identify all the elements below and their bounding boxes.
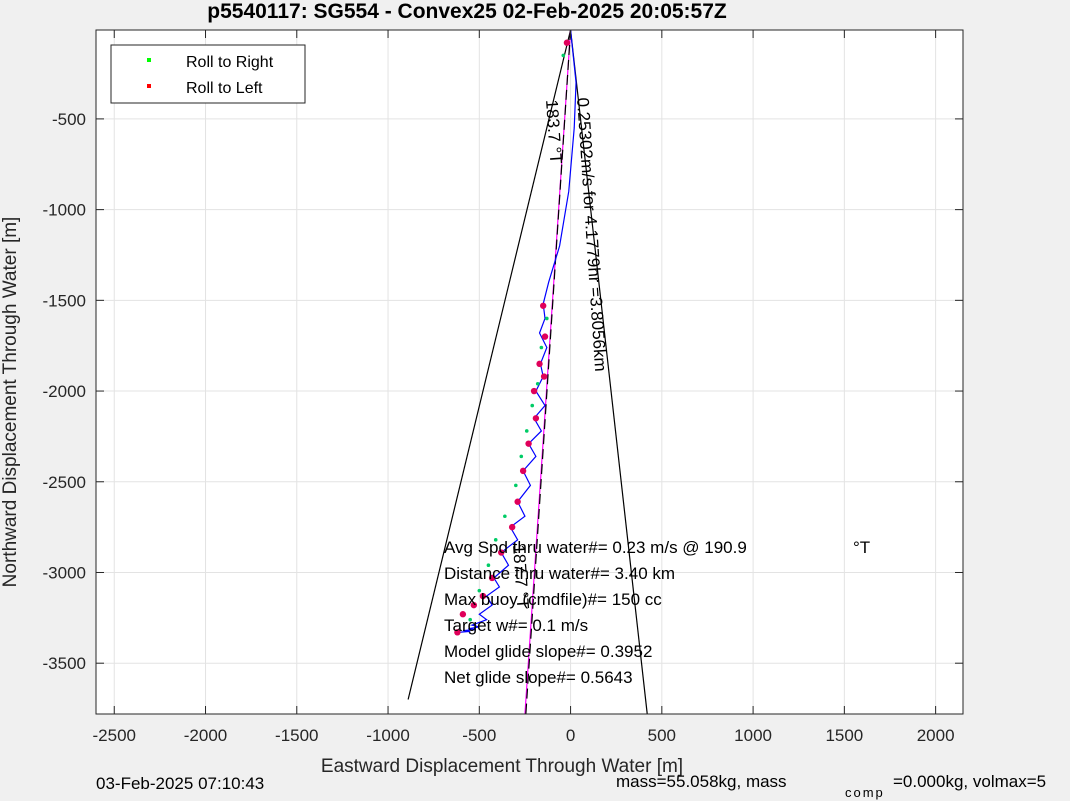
footer-mass-main: mass=55.058kg, mass (616, 772, 787, 791)
roll-left-point (470, 601, 478, 609)
x-tick-label: 1500 (825, 726, 863, 745)
footer-mass: mass=55.058kg, mass (616, 772, 787, 791)
legend-marker-right (147, 58, 151, 62)
stat-max-buoy: Max buoy (cmdfile)#= 150 cc (444, 590, 662, 609)
y-ticks: -500 -1000 -1500 -2000 -2500 -3000 -3500 (43, 110, 963, 673)
footer-timestamp: 03-Feb-2025 07:10:43 (96, 774, 264, 793)
x-axis-label: Eastward Displacement Through Water [m] (321, 756, 683, 777)
y-axis-label: Northward Displacement Through Water [m] (0, 217, 21, 588)
stats-block: Avg Spd thru water#= 0.23 m/s @ 190.9 °T… (444, 538, 870, 687)
roll-left-point (532, 415, 540, 422)
roll-left-point (540, 373, 548, 380)
y-tick-label: -3000 (43, 563, 86, 582)
x-tick-label: -1000 (366, 726, 409, 745)
stat-avg-speed-unit: °T (853, 538, 870, 557)
y-tick-label: -3500 (43, 654, 86, 673)
roll-left-point (488, 574, 496, 582)
roll-right-point (468, 617, 472, 622)
footer-mass-sub: comp (845, 785, 885, 800)
roll-left-point (508, 523, 516, 531)
reference-line (407, 29, 572, 700)
roll-right-point (503, 514, 507, 519)
stat-avg-speed: Avg Spd thru water#= 0.23 m/s @ 190.9 (444, 538, 747, 557)
roll-right-point (519, 454, 524, 459)
roll-right-point (530, 403, 535, 408)
roll-left-point (525, 440, 532, 447)
legend: Roll to Right Roll to Left (110, 44, 306, 104)
x-tick-label: -500 (462, 726, 496, 745)
roll-left-point (541, 333, 549, 340)
roll-left-point (536, 360, 543, 368)
x-tick-label: 0 (566, 726, 575, 745)
stat-distance: Distance thru water#= 3.40 km (444, 564, 675, 583)
roll-left-point (514, 498, 521, 505)
footer-mass-tail: =0.000kg, volmax=5 (893, 772, 1046, 791)
x-tick-label: -2000 (184, 726, 227, 745)
roll-right-point (486, 563, 491, 568)
x-ticks: -2500 -2000 -1500 -1000 -500 0 500 1000 1500 2000 (93, 30, 955, 745)
chart-title: p5540117: SG554 - Convex25 02-Feb-2025 2… (207, 0, 727, 23)
roll-left-point (459, 611, 467, 618)
roll-right-point (477, 588, 482, 593)
legend-label-right: Roll to Right (186, 54, 274, 71)
legend-marker-left (147, 84, 151, 88)
roll-right-point (539, 345, 544, 350)
roll-left-point (454, 629, 461, 636)
roll-left-point (498, 549, 505, 556)
stat-model-glide: Model glide slope#= 0.3952 (444, 642, 652, 661)
heading-left-label: 183.7 °T (542, 99, 565, 165)
plot-frame (95, 29, 964, 715)
roll-right-point (545, 316, 549, 321)
y-tick-label: -2000 (43, 382, 86, 401)
y-tick-label: -500 (52, 110, 86, 129)
roll-right-point (493, 538, 498, 542)
reference-line (525, 29, 572, 715)
roll-left-point (563, 39, 571, 46)
roll-right-point (514, 483, 518, 488)
reference-lines (407, 29, 648, 715)
roll-left-point (519, 467, 527, 475)
y-tick-label: -2500 (43, 473, 86, 492)
x-tick-label: 1000 (734, 726, 772, 745)
stat-target-w: Target w#= 0.1 m/s (444, 616, 588, 635)
x-tick-label: -1500 (275, 726, 318, 745)
legend-box (110, 44, 306, 104)
roll-right-point (535, 381, 540, 386)
legend-label-left: Roll to Left (186, 80, 263, 97)
x-tick-label: 500 (648, 726, 676, 745)
roll-left-point (539, 302, 547, 309)
roll-right-point (524, 429, 529, 433)
stat-net-glide: Net glide slope#= 0.5643 (444, 668, 633, 687)
y-tick-label: -1500 (43, 291, 86, 310)
roll-left-point (479, 592, 487, 600)
plot-area (96, 30, 963, 714)
x-tick-label: -2500 (93, 726, 136, 745)
roll-left-point (530, 387, 538, 395)
roll-points (454, 39, 571, 636)
x-tick-label: 2000 (917, 726, 955, 745)
y-tick-label: -1000 (43, 201, 86, 220)
heading-mid-label: 187.7 °T (509, 544, 532, 610)
reference-line (569, 29, 648, 715)
roll-right-point (561, 53, 566, 58)
